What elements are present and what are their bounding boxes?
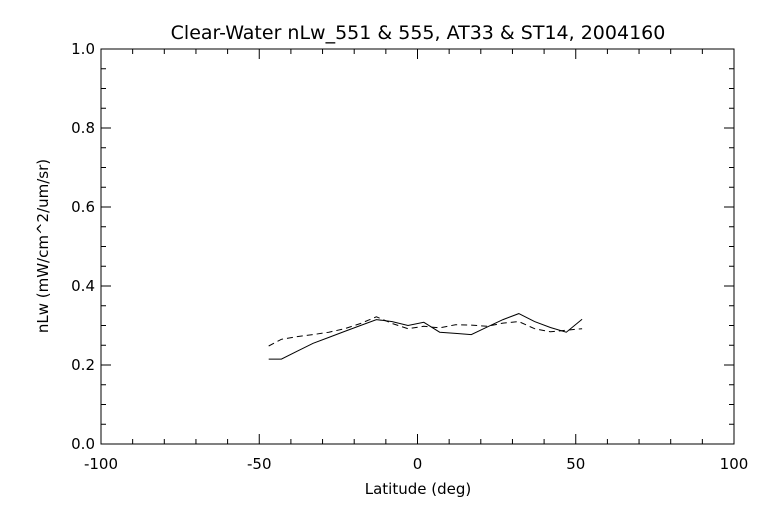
- chart-title: Clear-Water nLw_551 & 555, AT33 & ST14, …: [171, 22, 666, 44]
- x-tick-label: 100: [720, 455, 749, 473]
- y-tick-label: 0.6: [71, 198, 95, 216]
- series-line-dashed: [268, 316, 583, 347]
- x-tick-label: 0: [413, 455, 423, 473]
- x-tick-label: 50: [566, 455, 585, 473]
- y-tick-label: 0.4: [71, 277, 95, 295]
- axis-tick-labels: -100 -50 0 50 100 0.0 0.2 0.4 0.6 0.8 1.0: [71, 40, 748, 473]
- series-line-solid: [268, 313, 583, 360]
- y-tick-label: 0.2: [71, 356, 95, 374]
- axis-ticks: [100, 48, 735, 445]
- x-axis-label: Latitude (deg): [365, 480, 471, 498]
- y-axis-label: nLw (mW/cm^2/um/sr): [34, 159, 52, 333]
- y-tick-label: 1.0: [71, 40, 95, 58]
- y-tick-label: 0.0: [71, 435, 95, 453]
- x-tick-label: -100: [84, 455, 118, 473]
- y-tick-label: 0.8: [71, 119, 95, 137]
- series-layer: [268, 313, 583, 360]
- x-tick-label: -50: [247, 455, 272, 473]
